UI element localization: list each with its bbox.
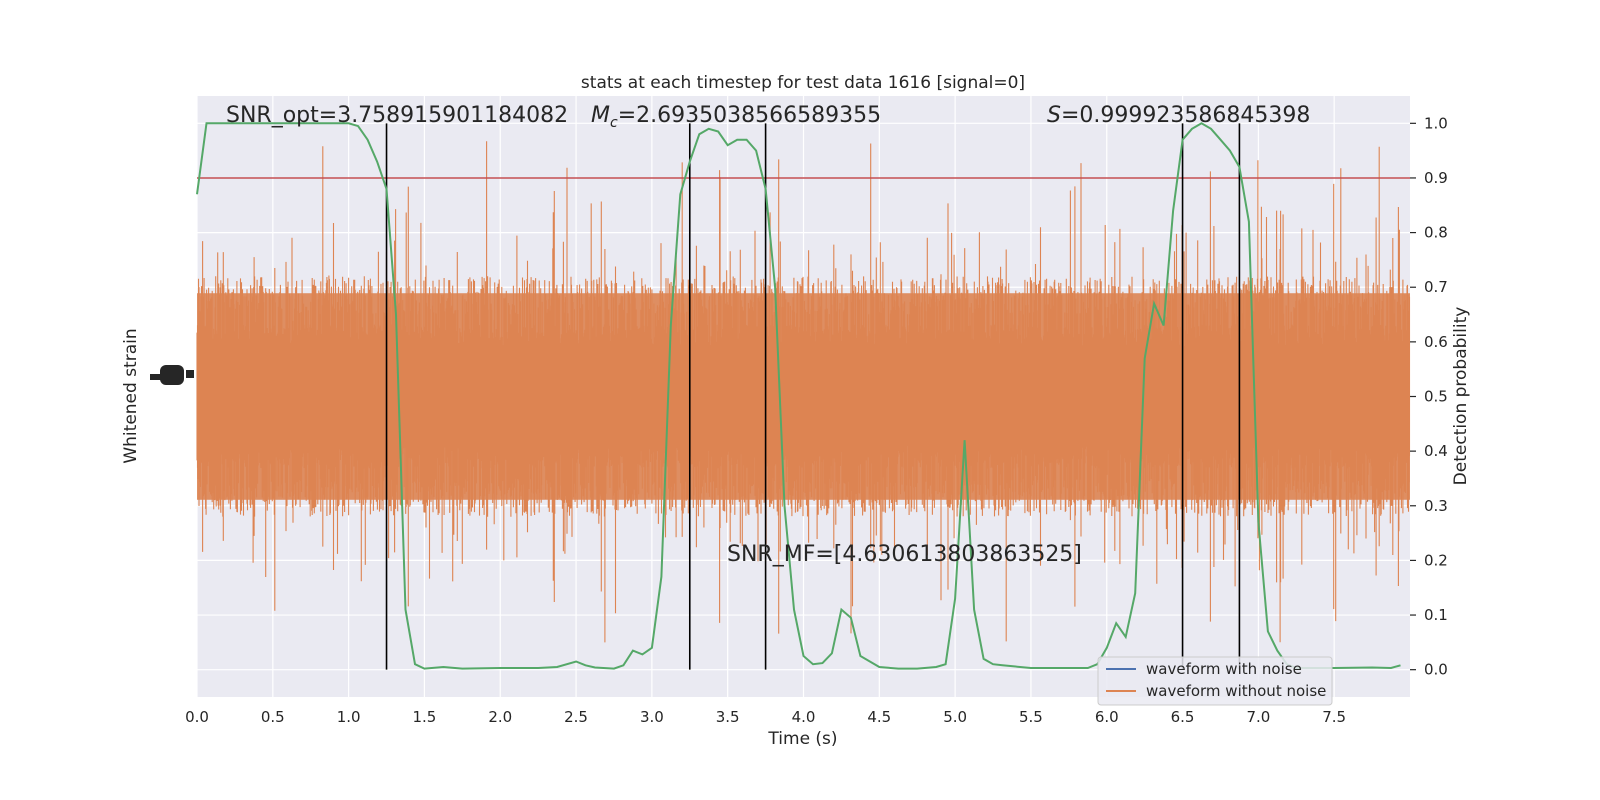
y-tick-label: 0.3 [1424,497,1448,515]
x-tick-label: 3.5 [716,708,740,726]
x-tick-label: 6.0 [1095,708,1119,726]
y-axis-left-label: Whitened strain [121,328,141,463]
y-tick-label: 0.2 [1424,551,1448,569]
x-tick-label: 5.0 [943,708,967,726]
y-tick-label: 0.7 [1424,278,1448,296]
y-tick-label: 0.6 [1424,333,1448,351]
left-axis-ticks-overlap [150,365,194,385]
y-tick-label: 0.9 [1424,169,1448,187]
chirp-mass-annotation: Mc=2.6935038566589355 [591,103,881,131]
x-tick-label: 1.5 [413,708,437,726]
x-tick-label: 1.0 [337,708,361,726]
y-tick-label: 0.4 [1424,442,1448,460]
chart-title: stats at each timestep for test data 161… [581,73,1025,93]
x-tick-label: 0.5 [261,708,285,726]
legend-label-with-noise: waveform with noise [1146,660,1302,678]
y-axis-right-ticks: 0.0 0.1 0.2 0.3 0.4 0.5 0.6 0.7 0.8 0.9 1.0 [1410,114,1448,679]
vertical-markers [385,123,1241,670]
x-tick-label: 2.5 [564,708,588,726]
s-annotation: S=0.999923586845398 [1047,103,1310,128]
noise-band-core [197,293,1410,500]
y-tick-label: 0.1 [1424,606,1448,624]
y-tick-label: 0.8 [1424,224,1448,242]
legend-label-without-noise: waveform without noise [1146,682,1326,700]
y-tick-label: 0.5 [1424,388,1448,406]
y-axis-right-label: Detection probability [1451,307,1471,486]
probability-series [196,122,1401,670]
x-tick-label: 5.5 [1019,708,1043,726]
x-axis-label: Time (s) [767,729,837,749]
x-tick-label: 4.0 [792,708,816,726]
legend-box [1097,656,1333,706]
x-tick-label: 0.0 [185,708,209,726]
x-tick-label: 3.0 [640,708,664,726]
x-tick-label: 6.5 [1171,708,1195,726]
x-tick-label: 7.5 [1322,708,1346,726]
series-detection-probability [196,122,1401,670]
legend: waveform with noise waveform without noi… [1097,656,1333,706]
x-tick-label: 2.0 [488,708,512,726]
x-tick-label: 4.5 [867,708,891,726]
y-tick-label: 0.0 [1424,661,1448,679]
x-tick-label: 7.0 [1246,708,1270,726]
snr-opt-annotation: SNR_opt=3.758915901184082 [226,103,568,128]
x-axis-ticks: 0.0 0.5 1.0 1.5 2.0 2.5 3.0 3.5 4.0 4.5 5.0 5.5 6.0 6… [185,708,1346,726]
snr-mf-annotation: SNR_MF=[4.630613803863525] [727,542,1082,567]
y-tick-label: 1.0 [1424,114,1448,132]
